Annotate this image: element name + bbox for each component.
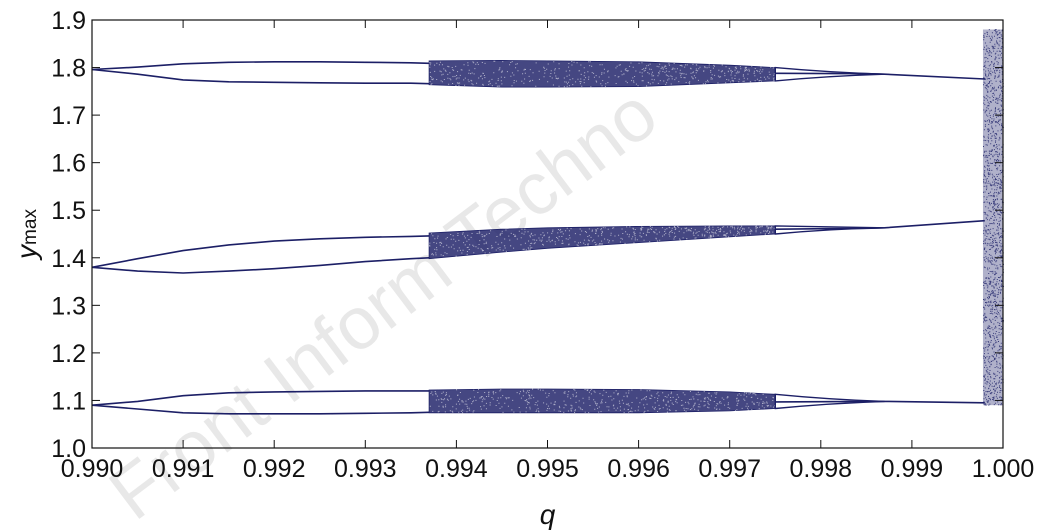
attractor-branch-group-0 xyxy=(91,59,985,88)
chaotic-region-points xyxy=(983,29,1004,406)
x-tick-label: 0.998 xyxy=(790,455,853,483)
y-axis-label: ymax xyxy=(11,209,42,261)
y-axis: 1.0 1.1 1.2 1.3 1.4 1.5 1.6 1.7 1.8 1.9 xyxy=(51,7,1003,463)
data-marks xyxy=(91,29,1004,415)
chaotic-band-texture-2 xyxy=(429,388,776,414)
y-tick-label: 1.0 xyxy=(51,435,86,463)
x-tick-label: 0.994 xyxy=(425,455,488,483)
y-tick-label: 1.8 xyxy=(51,55,86,83)
y-tick-label: 1.9 xyxy=(51,7,86,35)
y-tick-label: 1.3 xyxy=(51,292,86,320)
x-axis-label: q xyxy=(540,499,556,530)
y-tick-label: 1.7 xyxy=(51,102,86,130)
y-tick-label: 1.1 xyxy=(51,387,86,415)
period-branch-0-1 xyxy=(91,68,430,85)
period-branch-0-0 xyxy=(91,61,430,71)
period-branch-2-0 xyxy=(91,390,430,406)
x-tick-label: 0.990 xyxy=(61,455,124,483)
band-tail-2 xyxy=(774,393,885,410)
y-axis-label-main: y xyxy=(11,243,42,261)
chaotic-band-texture-0 xyxy=(429,60,775,88)
period-branch-1-0 xyxy=(91,235,430,269)
y-tick-label: 1.2 xyxy=(51,340,86,368)
y-tick-label: 1.6 xyxy=(51,150,86,178)
x-tick-label: 0.993 xyxy=(334,455,397,483)
x-tick-label: 0.997 xyxy=(698,455,761,483)
period-branch-1-1 xyxy=(91,257,430,274)
y-tick-label: 1.4 xyxy=(51,245,86,273)
chaotic-band-1 xyxy=(428,225,776,260)
x-tick-label: 0.991 xyxy=(152,455,215,483)
period-branch-2-1 xyxy=(91,404,430,415)
x-tick-label: 0.996 xyxy=(607,455,670,483)
attractor-branch-group-3 xyxy=(982,29,1004,406)
band-tail-0 xyxy=(774,66,885,82)
y-axis-label-sub: max xyxy=(20,209,41,245)
x-tick-label: 1.000 xyxy=(972,455,1035,483)
x-tick-label: 0.992 xyxy=(243,455,306,483)
band-tail-1 xyxy=(774,225,885,235)
chaotic-band-texture-1 xyxy=(429,225,777,257)
x-tick-label: 0.995 xyxy=(516,455,579,483)
attractor-branch-group-2 xyxy=(91,388,985,415)
x-tick-label: 0.999 xyxy=(881,455,944,483)
x-axis: 0.990 0.991 0.992 0.993 0.994 0.995 0.996 0.997… xyxy=(61,20,1035,483)
attractor-branch-group-1 xyxy=(91,219,985,274)
y-tick-label: 1.5 xyxy=(51,197,86,225)
